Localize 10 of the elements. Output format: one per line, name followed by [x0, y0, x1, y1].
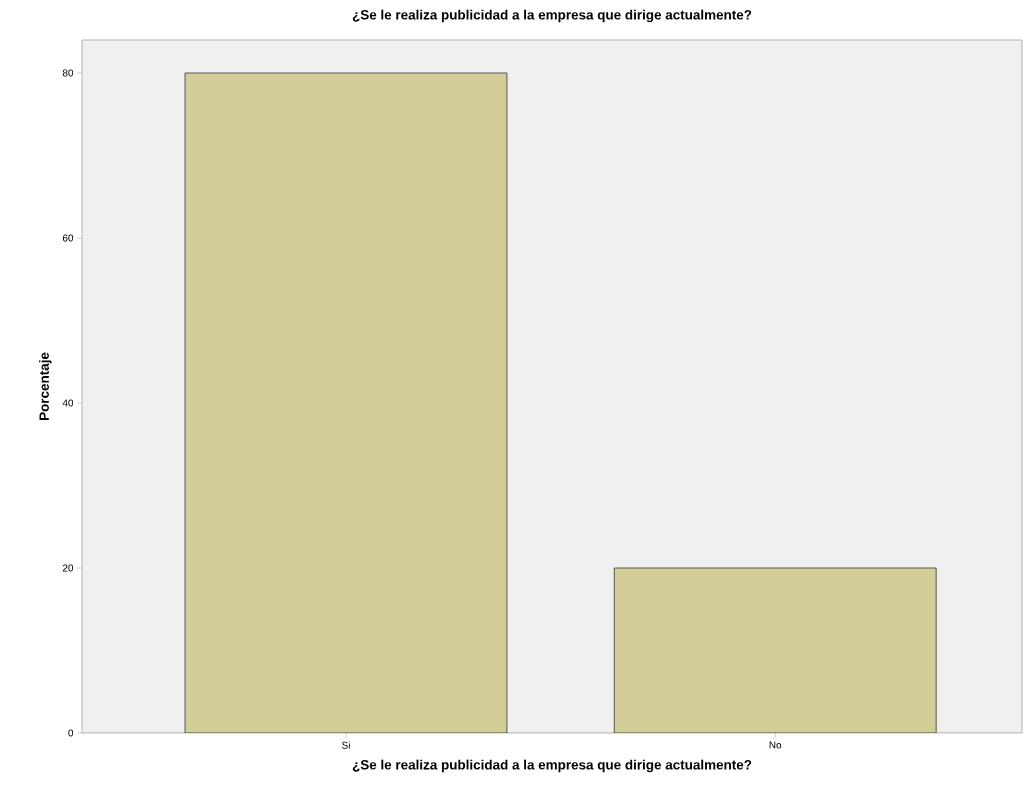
chart-title: ¿Se le realiza publicidad a la empresa que dirige actualmente?: [352, 9, 752, 23]
y-tick-label: 60: [62, 234, 74, 242]
y-tick-label: 40: [62, 399, 74, 407]
y-tick-label: 20: [62, 564, 74, 572]
y-axis-title: Porcentaje: [39, 352, 52, 420]
x-tick-label: Si: [342, 741, 350, 749]
x-tick-label: No: [769, 741, 782, 749]
x-axis-title: ¿Se le realiza publicidad a la empresa que dirige actualmente?: [352, 759, 752, 773]
y-tick-label: 0: [68, 729, 74, 737]
y-tick-label: 80: [62, 69, 74, 77]
